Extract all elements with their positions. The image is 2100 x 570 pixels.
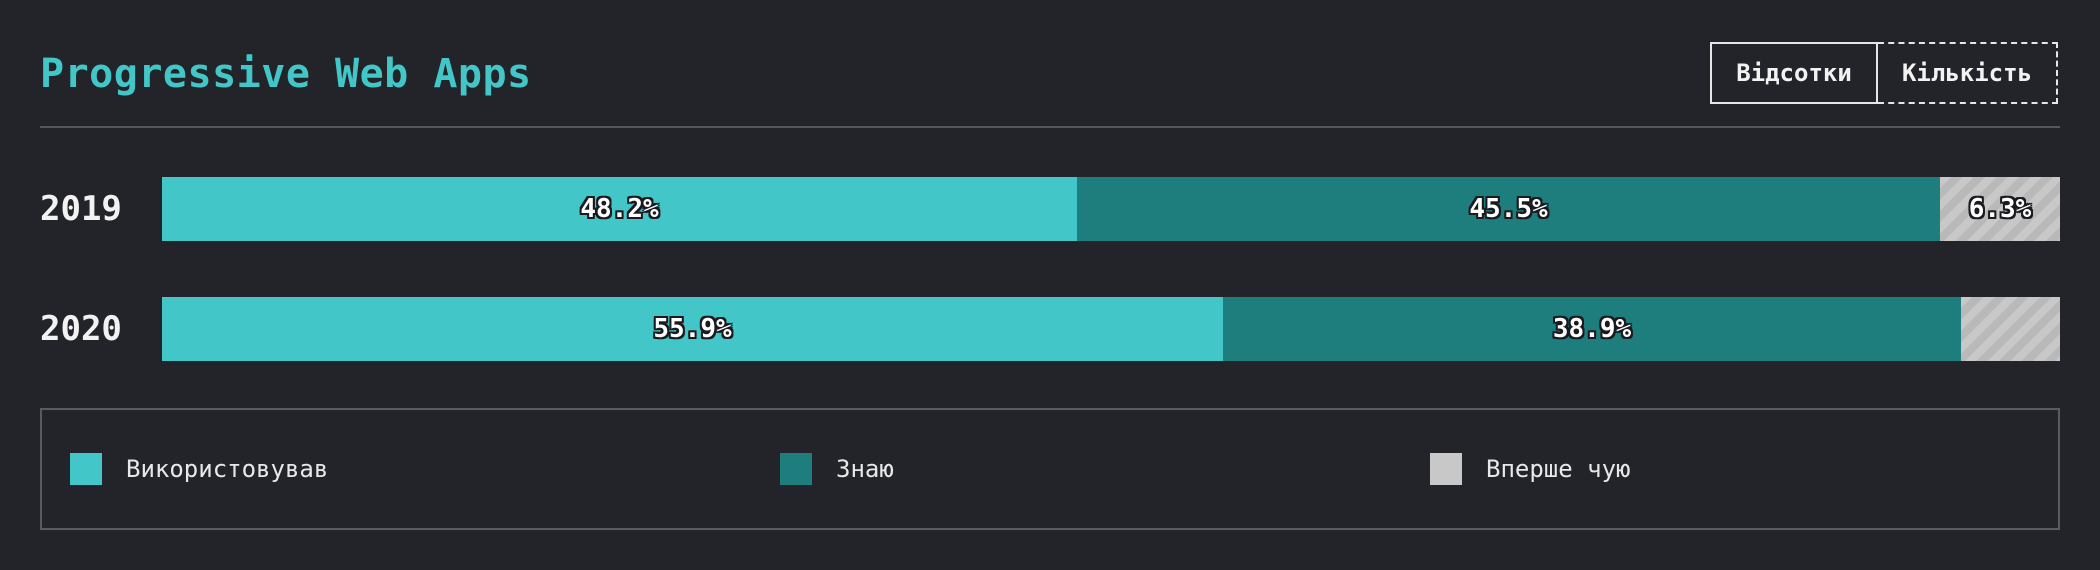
legend-label-used: Використовував (126, 455, 329, 483)
legend-label-never: Вперше чую (1486, 455, 1631, 483)
bar-segment-know-2019[interactable]: 45.5% (1077, 177, 1940, 241)
legend-swatch-never (1430, 453, 1462, 485)
row-label-2019: 2019 (40, 189, 122, 229)
data-label-used-2020: 55.9% (653, 314, 732, 344)
bar-segment-never-2019[interactable]: 6.3% (1940, 177, 2060, 241)
bar-segment-used-2019[interactable]: 48.2% (162, 177, 1077, 241)
percent-toggle-button[interactable]: Відсотки (1710, 42, 1878, 104)
bar-segment-know-2020[interactable]: 38.9% (1223, 297, 1961, 361)
header-divider (40, 126, 2060, 128)
units-toggle: Відсотки Кількість (1710, 42, 2058, 104)
legend-swatch-know (780, 453, 812, 485)
bar-segment-never-2020[interactable] (1961, 297, 2060, 361)
data-label-used-2019: 48.2% (580, 194, 659, 224)
data-label-never-2019: 6.3% (1968, 194, 2032, 224)
data-label-know-2019: 45.5% (1469, 194, 1548, 224)
bar-segment-used-2020[interactable]: 55.9% (162, 297, 1223, 361)
legend-item-know[interactable]: Знаю (780, 453, 894, 485)
legend-label-know: Знаю (836, 455, 894, 483)
legend-item-never[interactable]: Вперше чую (1430, 453, 1631, 485)
legend-swatch-used (70, 453, 102, 485)
bar-2019: 48.2% 45.5% 6.3% (162, 177, 2060, 241)
chart-title: Progressive Web Apps (40, 51, 532, 97)
legend-item-used[interactable]: Використовував (70, 453, 328, 485)
chart-legend: Використовував Знаю Вперше чую (40, 408, 2060, 530)
row-label-2020: 2020 (40, 309, 122, 349)
bar-2020: 55.9% 38.9% (162, 297, 2060, 361)
data-label-know-2020: 38.9% (1552, 314, 1632, 344)
count-toggle-button[interactable]: Кількість (1878, 42, 2058, 104)
